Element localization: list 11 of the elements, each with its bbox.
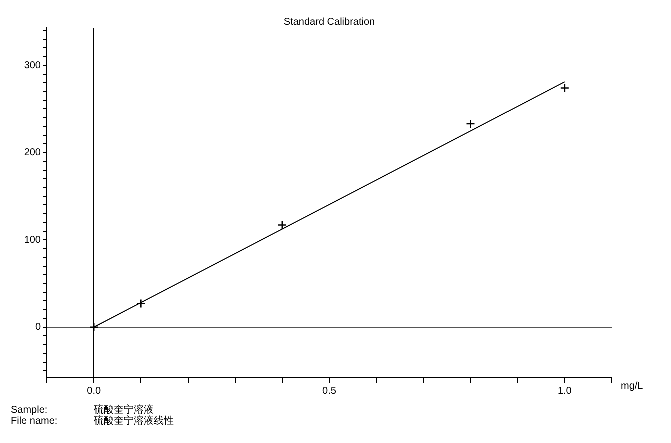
text: File name: 硫酸奎宁溶液线性 [11, 416, 174, 427]
x-tick-label: 0.0 [87, 386, 102, 397]
x-axis-title: mg/L [621, 380, 644, 392]
chart-title: Standard Calibration [284, 16, 376, 28]
text: Sample: 硫酸奎宁溶液 [11, 405, 154, 416]
y-tick-label: 100 [24, 234, 42, 246]
y-tick-label: 0 [35, 322, 42, 334]
y-tick-label: 200 [24, 148, 42, 159]
y-tick-label: 300 [24, 60, 42, 72]
x-tick-label: 1.0 [558, 386, 572, 397]
x-tick-label: 0.5 [322, 386, 337, 397]
